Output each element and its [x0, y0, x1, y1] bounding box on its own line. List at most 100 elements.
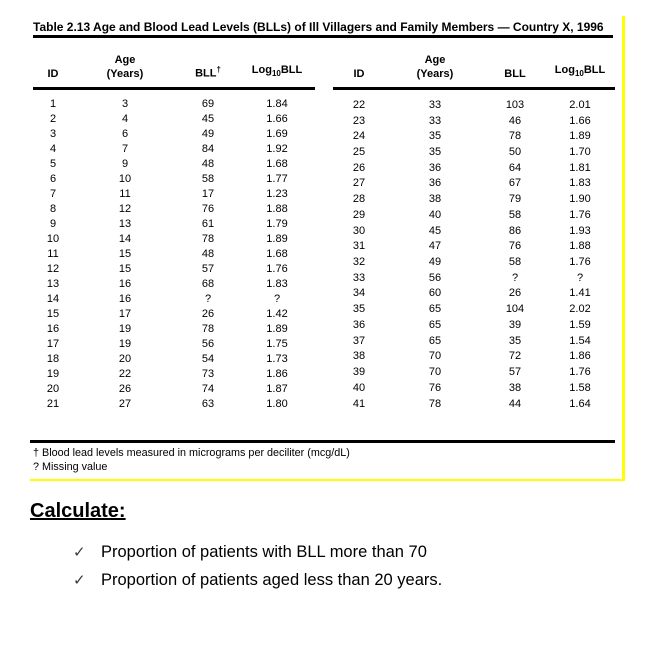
table-cell: 1.64: [569, 397, 591, 410]
table-cell: 41: [352, 397, 366, 410]
table-cell: 39: [352, 366, 366, 378]
table-cell: 31: [352, 240, 366, 253]
table-row: 34 60 26 1.41: [333, 286, 615, 302]
table-cell: 26: [201, 308, 215, 320]
table-cell: 1.86: [569, 350, 591, 363]
table-cell: 40: [352, 381, 366, 394]
table-cell: 79: [508, 193, 522, 206]
table-cell: 48: [201, 158, 215, 170]
table-cell: 74: [201, 383, 215, 395]
table-cell: 13: [118, 218, 132, 230]
list-item: ✓ Proportion of patients with BLL more t…: [73, 543, 442, 562]
table-cell: 76: [508, 240, 522, 253]
table-cell: 1.41: [569, 287, 591, 300]
table-row: 28 38 79 1.90: [333, 192, 615, 208]
table-cell: 1.58: [569, 381, 591, 394]
data-table-left: ID Age (Years) BLL† Log10BLL 1 3 69 1.84 2 4 4…: [33, 43, 315, 412]
table-cell: 65: [428, 318, 442, 331]
table-cell: ?: [273, 293, 281, 305]
table-cell: 14: [118, 233, 132, 245]
table-row: 30 45 86 1.93: [333, 223, 615, 239]
table-columns-wrapper: ID Age (Years) BLL† Log10BLL 1 3 69 1.84 2 4 4…: [33, 43, 622, 412]
table-cell: 4: [121, 113, 129, 125]
table-cell: 49: [201, 128, 215, 140]
table-cell: 54: [201, 353, 215, 365]
table-row: 38 70 72 1.86: [333, 349, 615, 365]
table-row: 25 35 50 1.70: [333, 145, 615, 161]
table-cell: 36: [352, 318, 366, 331]
table-cell: 17: [118, 308, 132, 320]
table-cell: 32: [352, 255, 366, 268]
table-cell: 15: [118, 248, 132, 260]
table-row: 7 11 17 1.23: [33, 187, 315, 202]
table-row: 15 17 26 1.42: [33, 307, 315, 322]
table-cell: 103: [505, 98, 525, 111]
table-cell: 2.01: [569, 98, 591, 111]
table-cell: 73: [201, 368, 215, 380]
table-cell: 61: [201, 218, 215, 230]
table-row: 6 10 58 1.77: [33, 172, 315, 187]
table-cell: 70: [428, 350, 442, 363]
table-row: 12 15 57 1.76: [33, 262, 315, 277]
table-cell: 1.90: [569, 193, 591, 206]
table-cell: 1.83: [569, 177, 591, 190]
table-cell: 35: [428, 130, 442, 143]
table-cell: 1.84: [266, 98, 288, 110]
table-row: 37 65 35 1.54: [333, 333, 615, 349]
table-cell: 68: [201, 278, 215, 290]
table-cell: 24: [352, 130, 366, 143]
table-cell: 78: [428, 397, 442, 410]
table-cell: 40: [428, 208, 442, 221]
table-cell: 64: [508, 161, 522, 174]
table-row: 9 13 61 1.79: [33, 217, 315, 232]
calculate-heading: Calculate:: [30, 500, 126, 522]
list-item-text: Proportion of patients with BLL more tha…: [101, 543, 427, 561]
table-cell: 28: [352, 193, 366, 206]
table-cell: 29: [352, 208, 366, 221]
table-cell: 1.76: [569, 366, 591, 378]
table-cell: 50: [508, 145, 522, 158]
col-header-bll: BLL: [485, 43, 545, 90]
table-row: 39 70 57 1.76: [333, 365, 615, 381]
table-cell: 10: [46, 233, 60, 245]
table-cell: 1.88: [266, 203, 288, 215]
table-row: 41 78 44 1.64: [333, 396, 615, 412]
table-cell: 27: [352, 177, 366, 190]
table-cell: 1.23: [266, 188, 288, 200]
table-cell: 58: [508, 208, 522, 221]
table-cell: 33: [428, 98, 442, 111]
table-cell: 16: [46, 323, 60, 335]
table-cell: 44: [508, 397, 522, 410]
table-cell: ?: [204, 293, 212, 305]
table-cell: 78: [508, 130, 522, 143]
table-cell: 9: [49, 218, 57, 230]
table-cell: 12: [118, 203, 132, 215]
table-row: 4 7 84 1.92: [33, 142, 315, 157]
table-cell: 104: [505, 303, 525, 316]
header-row: ID Age (Years) BLL† Log10BLL: [33, 43, 315, 90]
table-row: 8 12 76 1.88: [33, 202, 315, 217]
table-cell: 45: [201, 113, 215, 125]
table-cell: 1.89: [266, 233, 288, 245]
table-cell: 48: [201, 248, 215, 260]
checkmark-icon: ✓: [73, 544, 86, 561]
table-cell: 56: [201, 338, 215, 350]
table-cell: 58: [508, 255, 522, 268]
table-row: 24 35 78 1.89: [333, 129, 615, 145]
table-cell: 45: [428, 224, 442, 237]
table-row: 29 40 58 1.76: [333, 207, 615, 223]
table-cell: 3: [121, 98, 129, 110]
table-cell: 16: [118, 293, 132, 305]
table-row: 3 6 49 1.69: [33, 127, 315, 142]
table-cell: 65: [428, 303, 442, 316]
table-cell: 7: [121, 143, 129, 155]
table-cell: 78: [201, 233, 215, 245]
table-row: 14 16??: [33, 292, 315, 307]
table-cell: 17: [201, 188, 215, 200]
col-header-log10bll: Log10BLL: [545, 43, 615, 90]
table-cell: 67: [508, 177, 522, 190]
table-cell: 36: [428, 177, 442, 190]
footnotes: † Blood lead levels measured in microgra…: [33, 447, 622, 474]
table-row: 33 56??: [333, 270, 615, 286]
table-cell: 1.73: [266, 353, 288, 365]
